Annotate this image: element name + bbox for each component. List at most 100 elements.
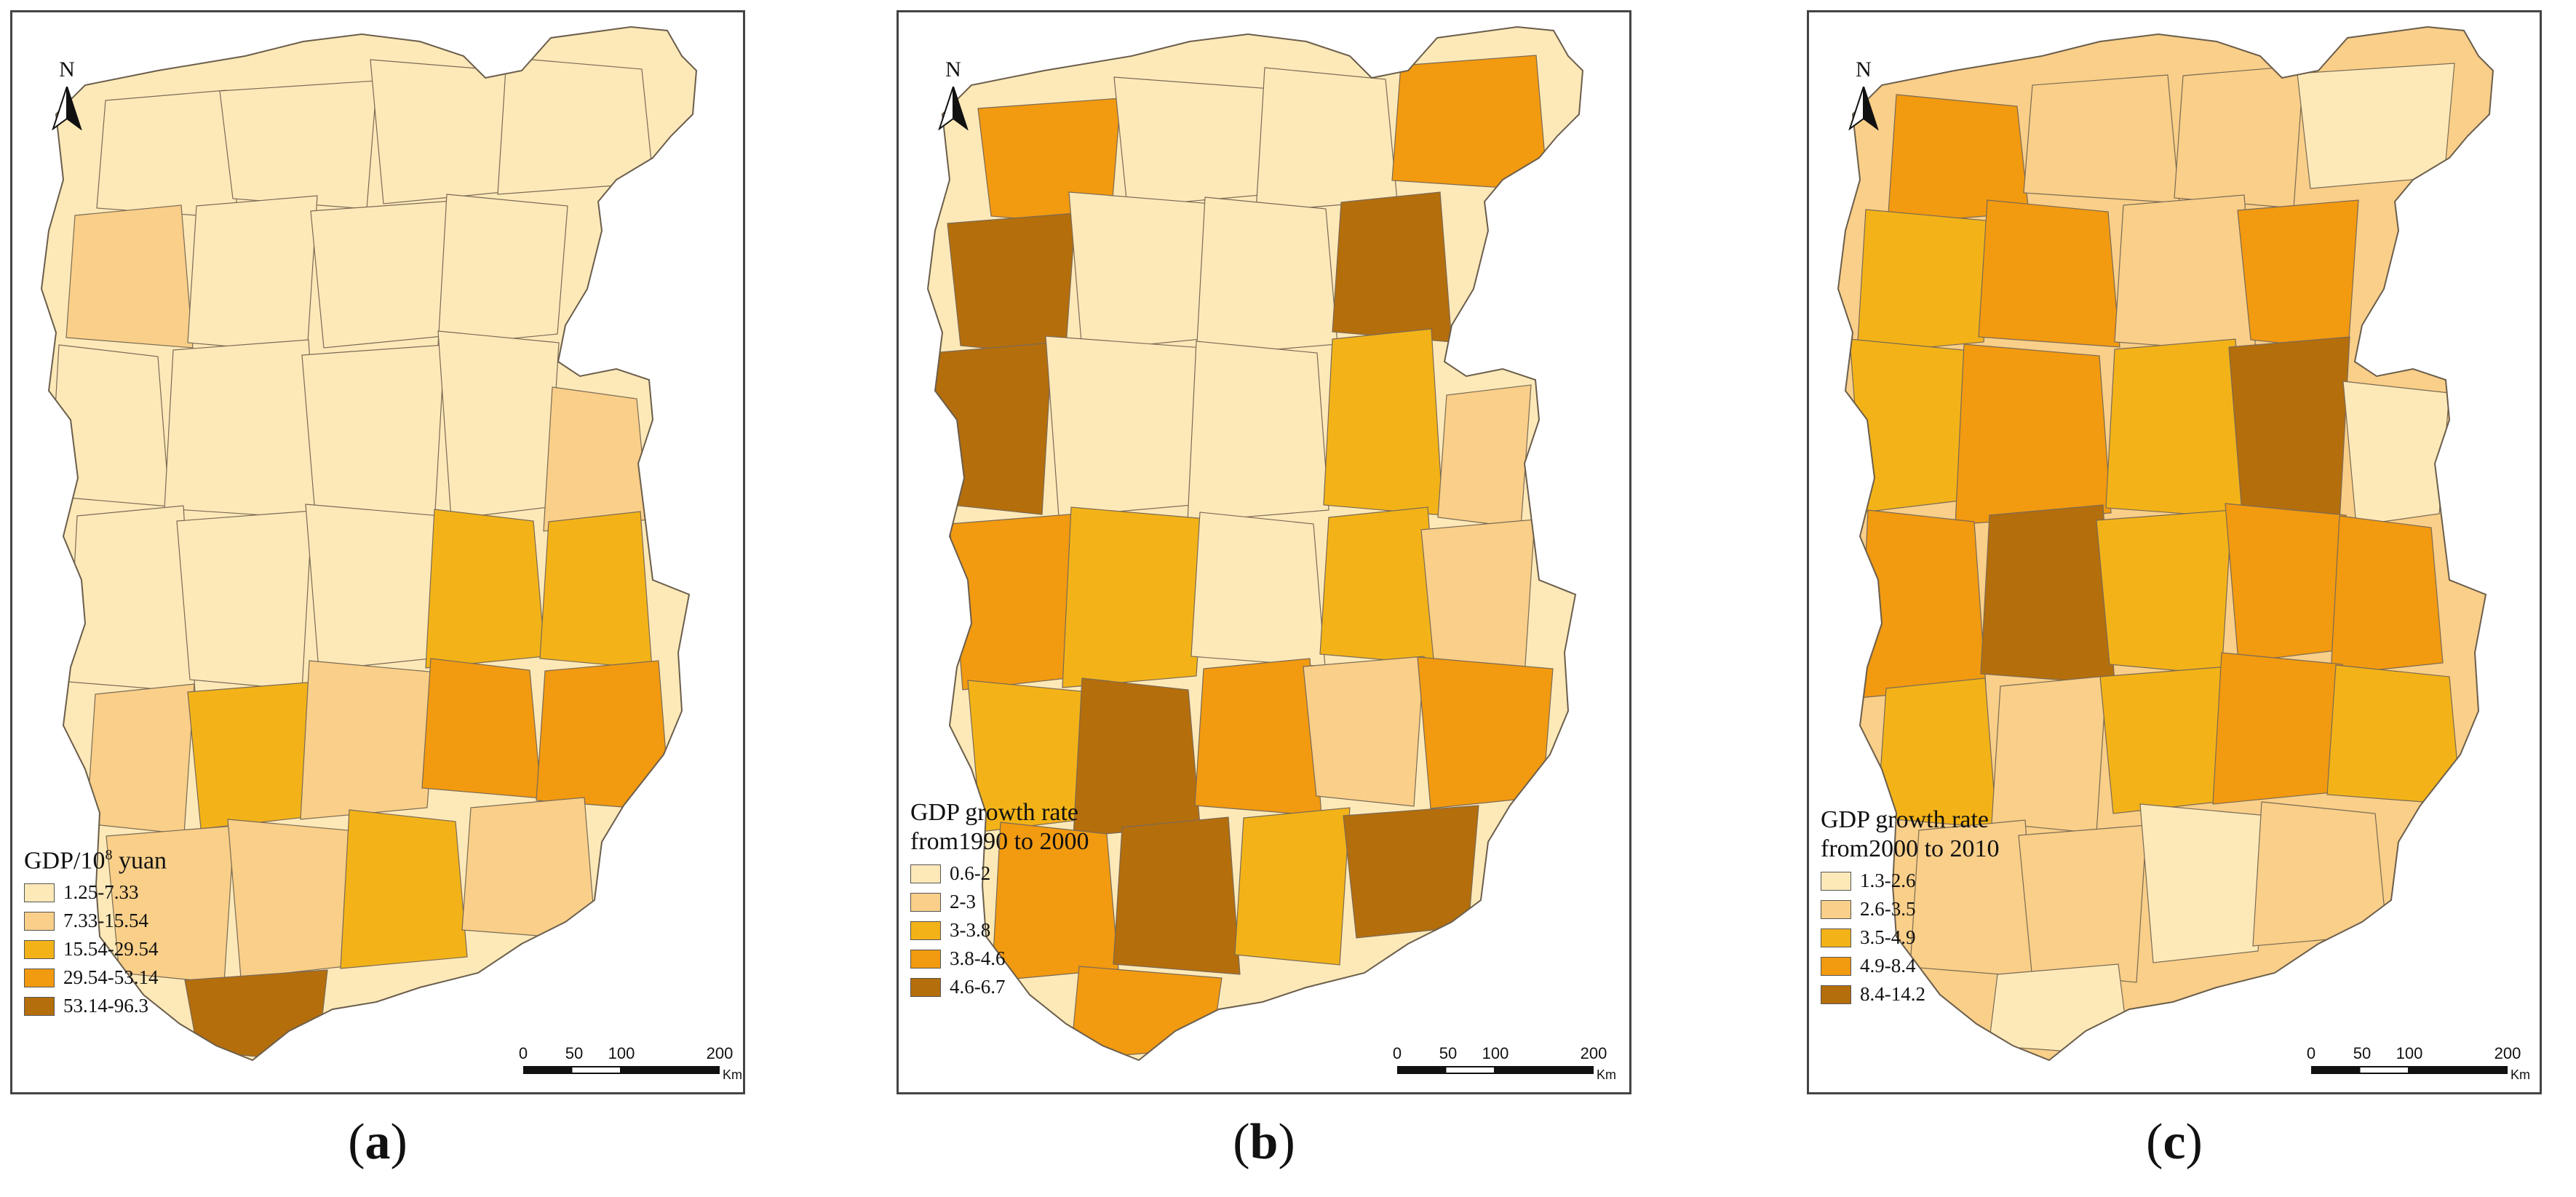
district-polygon: [65, 204, 194, 349]
region-outline: [926, 25, 1584, 1062]
legend-title-line2: from1990 to 2000: [910, 828, 1089, 855]
district-polygon: [2096, 509, 2233, 675]
legend-item: 1.3-2.6: [1821, 870, 2000, 892]
district-polygon: [1980, 504, 2115, 685]
district-polygon: [1420, 519, 1535, 677]
district-polygon: [1303, 656, 1425, 807]
map-panel-c: N GDP growth rate from2000 to 2010 1.3-2…: [1807, 10, 2542, 1094]
legend-item: 0.6-2: [910, 862, 1089, 885]
district-polygon: [543, 386, 649, 532]
district-polygon: [437, 330, 560, 520]
district-polygon: [2023, 74, 2180, 204]
district-polygons: [928, 27, 1583, 1060]
district-polygon: [1391, 55, 1549, 191]
district-polygon: [1196, 196, 1338, 357]
district-polygon: [1417, 656, 1554, 809]
district-polygon: [176, 510, 313, 691]
legend-title-line2: from2000 to 2010: [1821, 835, 2000, 862]
district-polygon: [2099, 666, 2229, 814]
district-polygon: [300, 660, 438, 820]
legend-b: GDP growth rate from1990 to 2000 0.6-2 2…: [910, 798, 1089, 998]
district-polygon: [1045, 335, 1204, 517]
district-polygon: [536, 660, 671, 811]
district-polygon: [2018, 824, 2147, 983]
district-polygon: [931, 342, 1053, 515]
map-panel-a: N GDP/108 yuan 1.25-7.33 7.33-15.54 15.5…: [10, 10, 745, 1094]
district-polygon: [947, 212, 1076, 357]
region-outline: [1837, 25, 2494, 1062]
legend-item: 29.54-53.14: [24, 966, 167, 989]
district-polygon: [497, 57, 654, 195]
legend-item: 15.54-29.54: [24, 938, 167, 961]
district-polygon: [437, 194, 568, 346]
legend-title: GDP/108 yuan: [24, 847, 167, 875]
legend-c: GDP growth rate from2000 to 2010 1.3-2.6…: [1821, 806, 2000, 1006]
choropleth-map-a: [40, 25, 698, 1062]
district-polygon: [1070, 966, 1223, 1060]
district-polygon: [1255, 67, 1398, 212]
district-polygon: [2252, 801, 2388, 947]
legend-item: 53.14-96.3: [24, 995, 167, 1017]
district-polygon: [1859, 509, 1987, 699]
district-polygon: [1068, 191, 1212, 351]
district-polygon: [1323, 328, 1444, 516]
caption-b: (b): [1233, 1114, 1295, 1170]
district-polygon: [1991, 675, 2107, 834]
district-polygon: [425, 509, 546, 669]
north-arrow-icon: [52, 87, 82, 130]
district-polygon: [1234, 807, 1351, 966]
district-polygon: [1190, 512, 1326, 667]
legend-item: 3.5-4.9: [1821, 926, 2000, 949]
legend-title: GDP growth rate: [910, 799, 1079, 826]
district-polygon: [2225, 503, 2347, 663]
choropleth-map-c: [1837, 25, 2494, 1062]
district-polygon: [2330, 515, 2444, 675]
district-polygon: [187, 195, 318, 354]
district-polygon: [421, 658, 542, 799]
north-arrow-icon: [938, 87, 969, 130]
legend-item: 4.6-6.7: [910, 976, 1089, 998]
district-polygon: [1437, 384, 1532, 528]
district-polygon: [227, 819, 357, 979]
district-polygon: [219, 80, 378, 210]
district-polygon: [187, 681, 317, 830]
district-polygon: [2237, 199, 2359, 351]
scale-bar: 0 50 100 200 Km: [2306, 1044, 2530, 1082]
district-polygon: [2326, 664, 2462, 806]
north-arrow-icon: [1848, 87, 1879, 130]
district-polygon: [96, 90, 239, 219]
district-polygon: [2174, 65, 2305, 209]
district-polygon: [340, 809, 468, 969]
choropleth-map-b: [926, 25, 1584, 1062]
map-panel-b: N GDP growth rate from1990 to 2000 0.6-2…: [897, 10, 1631, 1094]
north-label: N: [945, 57, 961, 81]
scale-bar: 0 50 100 200 Km: [518, 1044, 742, 1082]
district-polygon: [2342, 381, 2450, 526]
district-polygon: [86, 683, 195, 835]
district-polygon: [1343, 805, 1479, 939]
district-polygon: [1194, 658, 1322, 816]
north-label: N: [59, 57, 75, 81]
district-polygon: [1978, 199, 2120, 348]
district-polygon: [310, 200, 454, 349]
district-polygon: [1332, 191, 1452, 343]
district-polygon: [370, 59, 514, 204]
district-polygon: [305, 504, 442, 671]
district-polygon: [49, 344, 170, 507]
north-label: N: [1856, 57, 1872, 81]
district-polygons: [1838, 27, 2493, 1060]
legend-item: 3-3.8: [910, 919, 1089, 942]
district-polygon: [68, 505, 196, 693]
district-polygon: [2114, 194, 2257, 353]
caption-a: (a): [348, 1114, 408, 1170]
legend-item: 3.8-4.6: [910, 947, 1089, 970]
district-polygon: [1187, 341, 1329, 522]
district-polygon: [1113, 816, 1241, 975]
district-polygon: [1113, 76, 1272, 207]
district-polygon: [2139, 803, 2269, 963]
district-polygon: [1073, 677, 1201, 838]
caption-c: (c): [2146, 1114, 2203, 1170]
district-polygon: [2228, 336, 2350, 524]
region-outline: [40, 25, 698, 1062]
legend-title: GDP growth rate: [1821, 806, 1989, 833]
